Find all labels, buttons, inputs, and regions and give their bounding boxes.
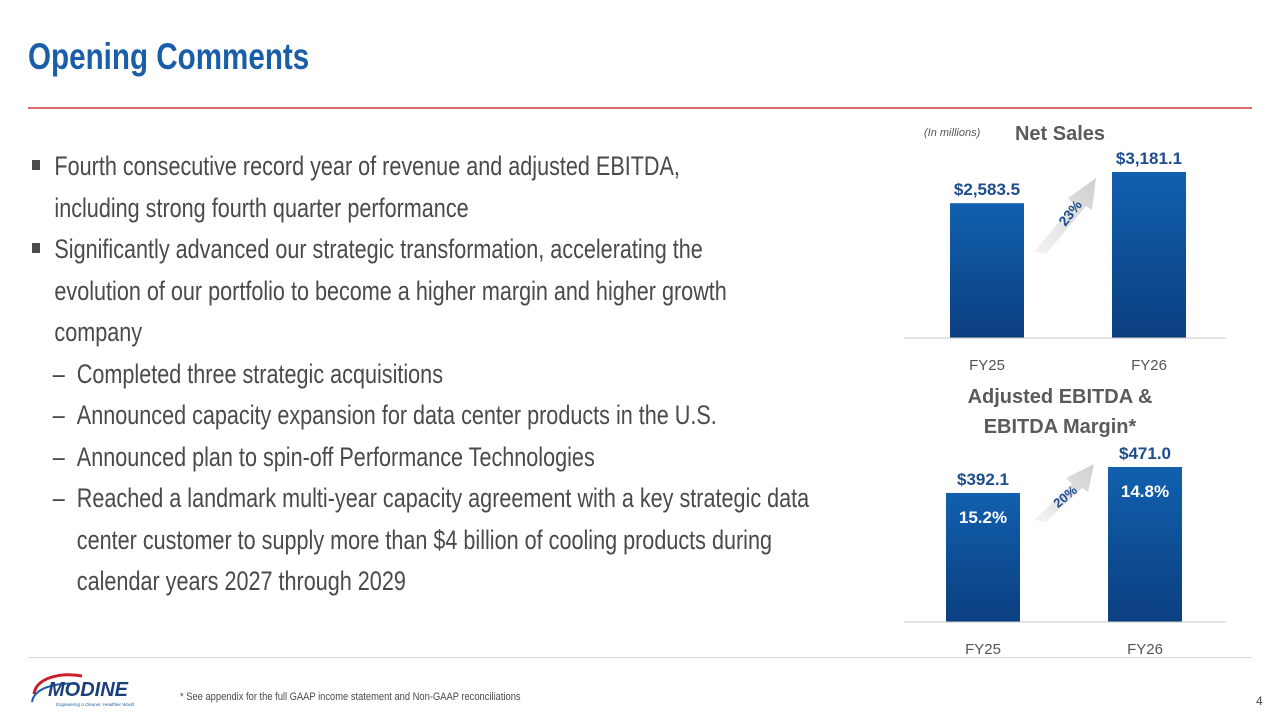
page-title: Opening Comments (28, 36, 310, 77)
data-label: $471.0 (1119, 444, 1171, 463)
bullet-list: Fourth consecutive record year of revenu… (32, 146, 872, 603)
square-bullet-icon (32, 160, 40, 170)
chart-title: Adjusted EBITDA & (968, 386, 1153, 408)
margin-label: 15.2% (959, 508, 1007, 527)
charts-svg: (In millions) Net Sales $2,583.5 FY25 $3,181… (904, 123, 1226, 658)
footnote: * See appendix for the full GAAP income … (180, 691, 521, 703)
bullet-item: Fourth consecutive record year of revenu… (32, 146, 872, 229)
x-tick-label: FY26 (1131, 357, 1167, 374)
bullet-line: company (54, 317, 143, 347)
dash-icon: – (52, 400, 65, 430)
x-tick-label: FY26 (1127, 641, 1163, 658)
page-number: 4 (1256, 694, 1263, 708)
bullet-line: Fourth consecutive record year of revenu… (54, 151, 680, 181)
bar (1112, 172, 1186, 338)
chart-title: EBITDA Margin* (984, 416, 1137, 438)
logo-wordmark: MODINE (48, 679, 129, 701)
bar (950, 203, 1024, 338)
dash-icon: – (52, 358, 65, 389)
sub-bullet-line: calendar years 2027 through 2029 (76, 566, 406, 596)
growth-arrow (1034, 178, 1096, 254)
bar (946, 492, 1020, 622)
sub-bullet-item: – Announced plan to spin-off Performance… (32, 437, 872, 479)
dash-icon: – (52, 441, 65, 472)
sub-bullet-item: – Reached a landmark multi-year capacity… (32, 478, 872, 603)
title-divider (28, 107, 1252, 109)
bullet-line: Significantly advanced our strategic tra… (54, 234, 703, 264)
sub-bullet-line: Completed three strategic acquisitions (76, 358, 443, 389)
modine-logo: MODINE Engineering a Cleaner, Healthier … (31, 673, 135, 707)
sub-bullet-item: – Announced capacity expansion for data … (32, 395, 872, 437)
bullet-line: evolution of our portfolio to become a h… (54, 275, 727, 306)
chart-title: Net Sales (1015, 123, 1105, 145)
bullet-item: Significantly advanced our strategic tra… (32, 229, 872, 354)
footer-divider (28, 657, 1252, 658)
data-label: $2,583.5 (954, 180, 1020, 199)
growth-arrow (1034, 464, 1094, 522)
sub-bullet-line: Announced plan to spin-off Performance T… (76, 441, 595, 472)
charts-panel: (In millions) Net Sales $2,583.5 FY25 $3,181… (896, 112, 1236, 660)
sub-bullet-item: – Completed three strategic acquisitions (32, 354, 872, 396)
margin-label: 14.8% (1121, 482, 1169, 501)
x-tick-label: FY25 (969, 357, 1005, 374)
data-label: $392.1 (957, 470, 1009, 489)
x-tick-label: FY25 (965, 641, 1001, 658)
square-bullet-icon (32, 243, 40, 253)
logo-tagline: Engineering a Cleaner, Healthier World (56, 702, 135, 707)
sub-bullet-line: Announced capacity expansion for data ce… (76, 400, 717, 430)
sub-bullet-line: Reached a landmark multi-year capacity a… (76, 483, 810, 513)
chart-subtitle: (In millions) (924, 127, 981, 139)
bar (1108, 467, 1182, 622)
data-label: $3,181.1 (1116, 149, 1182, 168)
bullet-line: including strong fourth quarter performa… (54, 192, 469, 223)
dash-icon: – (52, 483, 65, 513)
sub-bullet-line: center customer to supply more than $4 b… (76, 524, 772, 555)
